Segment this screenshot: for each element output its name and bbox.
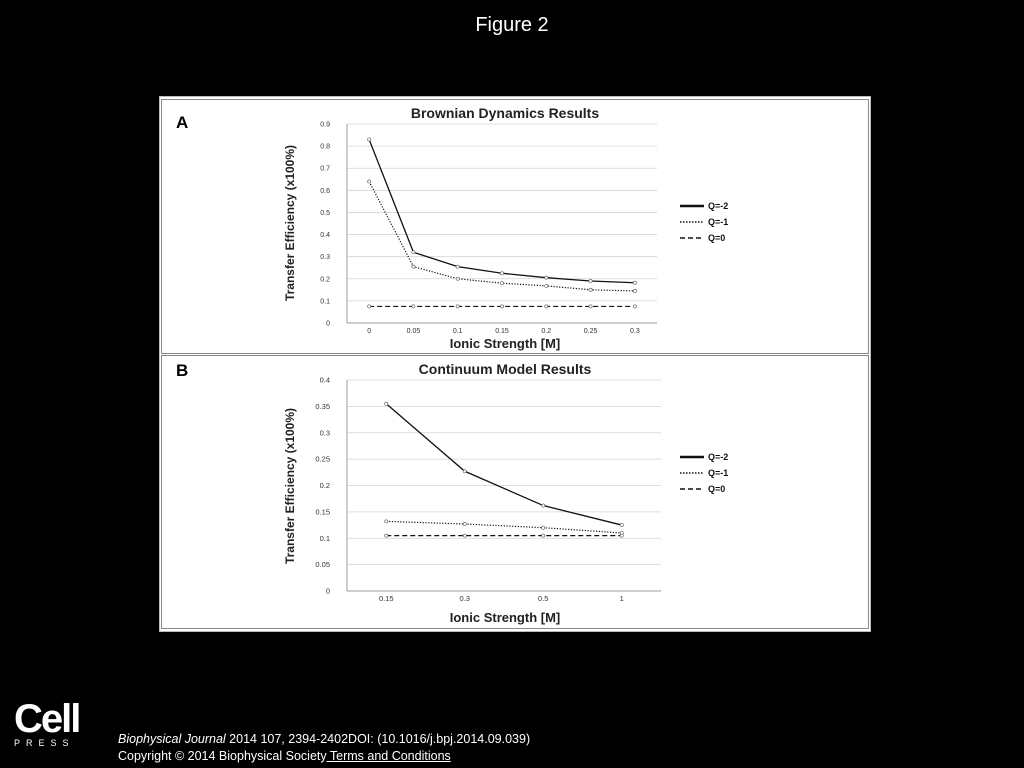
data-point <box>544 304 549 309</box>
x-tick-label: 0 <box>367 328 371 335</box>
y-tick-label: 0 <box>326 321 330 328</box>
series-line-solid <box>385 403 622 526</box>
logo-word: Cell <box>14 697 81 741</box>
citation-footer: Biophysical Journal 2014 107, 2394-2402D… <box>118 731 530 765</box>
figure-title: Figure 2 <box>475 14 549 36</box>
y-tick-label: 0.3 <box>320 428 330 437</box>
y-tick-label: 0.35 <box>315 402 330 411</box>
y-axis-label: Transfer Efficiency (x100%) <box>283 145 297 301</box>
x-tick-label: 0.5 <box>538 594 548 603</box>
data-point <box>632 289 637 293</box>
x-tick-label: 0.15 <box>495 328 509 335</box>
legend-label: Q=0 <box>708 233 725 243</box>
x-tick-label: 0.1 <box>453 328 463 335</box>
data-point <box>500 271 504 276</box>
data-point <box>367 179 372 184</box>
data-point <box>384 519 389 524</box>
chart-title: Brownian Dynamics Results <box>411 105 599 121</box>
data-point <box>632 304 637 309</box>
data-point <box>619 523 624 527</box>
data-point <box>384 533 389 538</box>
data-point <box>367 304 372 309</box>
data-point <box>455 264 460 269</box>
series-line-dotted <box>386 520 622 534</box>
y-tick-label: 0.8 <box>320 144 330 151</box>
legend-label: Q=-1 <box>708 468 728 478</box>
figure-frame: A Brownian Dynamics Results 0 0.1 0.2 0.3 0.4 0… <box>159 96 871 632</box>
x-tick-label: 0.3 <box>630 328 640 335</box>
y-tick-label: 0.6 <box>320 188 330 195</box>
data-point <box>462 522 467 526</box>
x-tick-label: 0.05 <box>407 328 421 335</box>
data-point <box>367 137 372 142</box>
chart-continuum-model: B Continuum Model Results 0 0.05 0.1 0.15 0.2 0… <box>176 361 728 625</box>
y-tick-label: 0.2 <box>320 276 330 283</box>
citation-text: 2014 107, 2394-2402DOI: (10.1016/j.bpj.2… <box>225 732 531 746</box>
panel-a: A Brownian Dynamics Results 0 0.1 0.2 0.3 0.4 0… <box>161 99 869 354</box>
data-point <box>588 304 593 309</box>
y-tick-label: 0.3 <box>320 254 330 261</box>
y-tick-label: 0.2 <box>320 481 330 490</box>
y-tick-label: 0.5 <box>320 210 330 217</box>
y-tick-label: 0.4 <box>320 232 330 239</box>
data-point <box>544 275 549 280</box>
x-tick-label: 0.15 <box>379 594 394 603</box>
citation-line: Biophysical Journal 2014 107, 2394-2402D… <box>118 731 530 748</box>
data-point <box>411 264 416 269</box>
y-tick-label: 0 <box>326 587 330 596</box>
y-tick-label: 0.4 <box>320 376 330 385</box>
data-point <box>500 281 504 286</box>
cell-press-logo: Cell PRESS <box>14 697 88 752</box>
copyright-line: Copyright © 2014 Biophysical Society Ter… <box>118 748 530 765</box>
legend-label: Q=-1 <box>708 217 728 227</box>
data-point <box>411 250 416 255</box>
journal-name: Biophysical Journal <box>118 732 226 746</box>
data-point <box>455 304 460 309</box>
x-tick-label: 0.3 <box>460 594 470 603</box>
data-point <box>619 533 624 538</box>
legend-label: Q=0 <box>708 484 725 494</box>
data-point <box>462 469 467 474</box>
y-tick-label: 0.1 <box>320 298 330 305</box>
panel-label: B <box>176 361 188 380</box>
data-point <box>588 279 593 283</box>
x-tick-label: 0.25 <box>584 328 598 335</box>
data-point <box>588 287 593 292</box>
y-tick-label: 0.9 <box>320 122 330 129</box>
chart-brownian-dynamics: A Brownian Dynamics Results 0 0.1 0.2 0.3 0.4 0… <box>176 105 728 351</box>
data-point <box>411 304 416 309</box>
y-tick-label: 0.1 <box>320 534 330 543</box>
data-point <box>544 283 549 288</box>
data-point <box>541 503 546 508</box>
data-point <box>500 304 504 309</box>
x-tick-label: 0.2 <box>541 328 551 335</box>
data-point <box>462 533 467 538</box>
panel-label: A <box>176 113 188 132</box>
legend-label: Q=-2 <box>708 452 728 462</box>
chart-title: Continuum Model Results <box>419 361 592 377</box>
y-tick-label: 0.7 <box>320 166 330 173</box>
y-tick-label: 0.05 <box>315 560 330 569</box>
data-point <box>541 533 546 538</box>
x-tick-label: 1 <box>620 594 624 603</box>
y-axis-label: Transfer Efficiency (x100%) <box>283 408 297 564</box>
data-point <box>632 280 637 285</box>
series-line-solid <box>368 139 635 284</box>
data-point <box>384 401 389 406</box>
data-point <box>541 525 546 530</box>
copyright-text: Copyright © 2014 Biophysical Society <box>118 749 327 763</box>
legend-label: Q=-2 <box>708 201 728 211</box>
x-axis-label: Ionic Strength [M] <box>450 610 561 625</box>
terms-link[interactable]: Terms and Conditions <box>326 749 451 763</box>
data-point <box>455 276 460 281</box>
panel-b: B Continuum Model Results 0 0.05 0.1 0.15 0.2 0… <box>161 355 869 629</box>
y-tick-label: 0.15 <box>315 507 330 516</box>
logo-press: PRESS <box>14 738 75 748</box>
y-tick-label: 0.25 <box>315 455 330 464</box>
x-axis-label: Ionic Strength [M] <box>450 336 561 351</box>
